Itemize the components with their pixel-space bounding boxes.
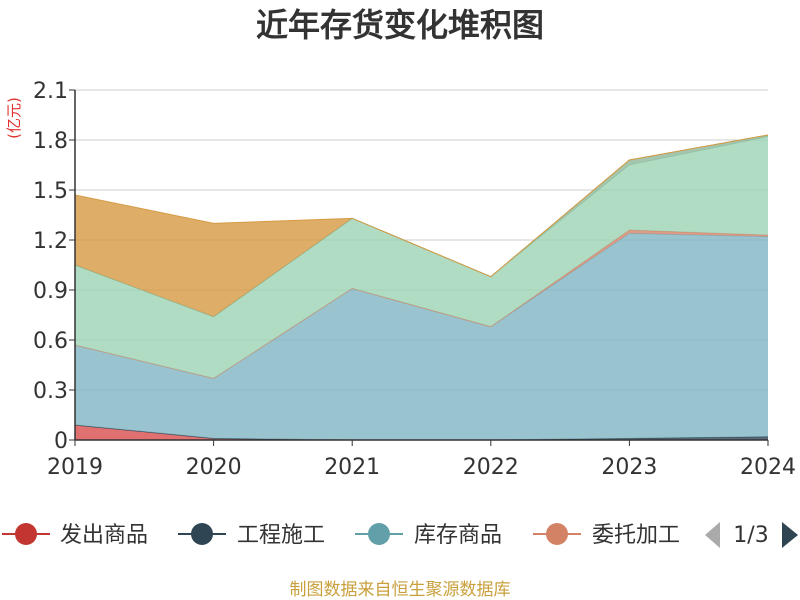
legend-marker (368, 523, 390, 545)
y-tick-label: 1.5 (33, 179, 68, 204)
y-tick-label: 2.1 (33, 79, 68, 104)
y-tick-labels: 0 0.3 0.6 0.9 1.2 1.5 1.8 2.1 (33, 79, 68, 454)
legend-next-page-arrow-icon[interactable] (782, 522, 798, 548)
x-tick-label: 2019 (47, 455, 103, 480)
legend-label: 工程施工 (237, 523, 325, 548)
series-areas (74, 134, 769, 441)
legend-item-4[interactable]: 委托加工 (533, 523, 680, 548)
y-tick-label: 1.8 (33, 129, 68, 154)
x-tick-label: 2021 (324, 455, 380, 480)
area-series-3[interactable] (75, 233, 768, 440)
legend-label: 发出商品 (60, 523, 148, 548)
y-tick-label: 0.6 (33, 329, 68, 354)
y-tick-label: 0.9 (33, 279, 68, 304)
area-series-1[interactable] (75, 425, 768, 440)
legend-marker (546, 523, 568, 545)
chart-title: 近年存货变化堆积图 (256, 6, 544, 44)
area-series-7[interactable] (75, 135, 768, 317)
legend-label: 库存商品 (414, 523, 502, 548)
y-tick-label: 0 (54, 429, 68, 454)
legend-marker (191, 523, 213, 545)
area-series-5[interactable] (75, 136, 768, 379)
x-tick-label: 2022 (463, 455, 519, 480)
legend-item-2[interactable]: 工程施工 (178, 523, 325, 548)
y-tick-label: 0.3 (33, 379, 68, 404)
x-tick-label: 2020 (186, 455, 242, 480)
area-series-2[interactable] (75, 425, 768, 440)
data-source-note: 制图数据来自恒生聚源数据库 (290, 580, 511, 600)
legend-prev-page-arrow-icon[interactable] (705, 522, 720, 548)
legend-item-3[interactable]: 库存商品 (355, 523, 502, 548)
legend-marker (15, 523, 37, 545)
x-tick-label: 2024 (740, 455, 796, 480)
y-axis-unit: (亿元) (5, 97, 23, 139)
x-tick-labels: 2019 2020 2021 2022 2023 2024 (47, 440, 796, 480)
y-tick-label: 1.2 (33, 229, 68, 254)
legend-item-1[interactable]: 发出商品 (2, 523, 148, 548)
x-tick-label: 2023 (601, 455, 657, 480)
legend-page-indicator: 1/3 (733, 523, 768, 548)
area-series-line-7 (74, 134, 769, 278)
legend: 发出商品 工程施工 库存商品 委托加工 1/3 (2, 522, 798, 548)
legend-label: 委托加工 (592, 523, 680, 548)
axes (74, 90, 768, 441)
